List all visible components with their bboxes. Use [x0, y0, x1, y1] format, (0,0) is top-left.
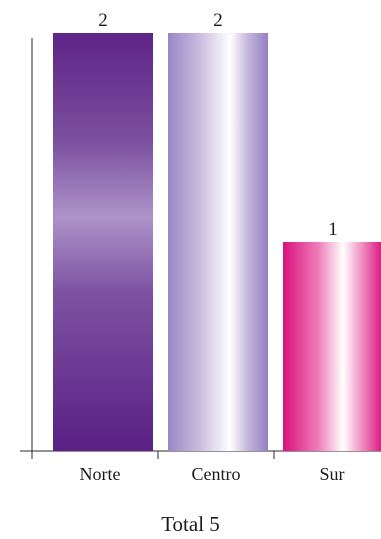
bar-centro: [168, 33, 268, 451]
category-label-centro: Centro: [192, 464, 241, 484]
value-label-norte: 2: [98, 10, 108, 31]
category-label-sur: Sur: [319, 464, 344, 484]
bar-sur: [283, 242, 381, 451]
category-label-norte: Norte: [80, 464, 121, 484]
value-label-centro: 2: [213, 10, 223, 31]
bar-norte: [53, 33, 153, 451]
total-label: Total 5: [161, 512, 220, 536]
value-label-sur: 1: [328, 219, 338, 240]
